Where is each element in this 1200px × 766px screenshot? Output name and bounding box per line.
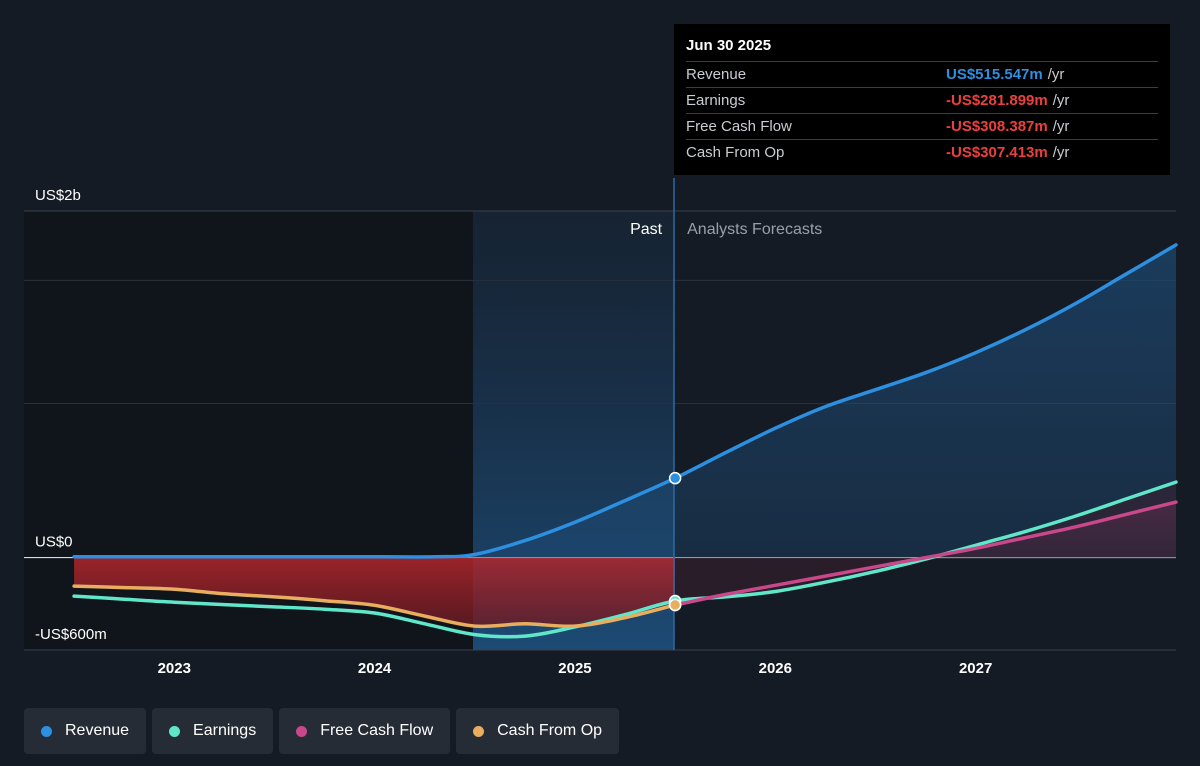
forecast-label: Analysts Forecasts xyxy=(687,221,822,238)
legend-dot-icon xyxy=(473,725,485,737)
legend-item-earnings[interactable]: Earnings xyxy=(152,708,274,754)
tooltip-row-revenue: Revenue US$515.547m /yr xyxy=(686,61,1158,87)
tooltip-value: -US$307.413m xyxy=(946,144,1048,161)
legend: Revenue Earnings Free Cash Flow Cash Fro… xyxy=(24,708,620,754)
tooltip-value: -US$308.387m xyxy=(946,118,1048,135)
revenue-area xyxy=(74,244,1177,558)
tooltip-date: Jun 30 2025 xyxy=(686,37,772,54)
legend-label: Cash From Op xyxy=(497,722,603,739)
legend-item-free-cash-flow[interactable]: Free Cash Flow xyxy=(279,708,451,754)
tooltip-value: US$515.547m xyxy=(946,66,1043,83)
legend-dot-icon xyxy=(41,725,52,737)
tooltip-label: Earnings xyxy=(686,92,746,109)
y-tick-label: US$2b xyxy=(35,187,81,204)
cash-from-op-marker xyxy=(668,598,682,612)
tooltip-row-cash-from-op: Cash From Op -US$307.413m /yr xyxy=(686,139,1158,165)
past-label: Past xyxy=(630,221,663,238)
tooltip-unit: /yr xyxy=(1047,66,1065,83)
tooltip-value: -US$281.899m xyxy=(946,92,1048,109)
tooltip-unit: /yr xyxy=(1052,144,1070,161)
y-tick-label: -US$600m xyxy=(35,626,107,643)
x-tick-label: 2026 xyxy=(759,660,792,677)
y-tick-label: US$0 xyxy=(35,534,73,551)
tooltip-panel: Jun 30 2025 Revenue US$515.547m /yr Earn… xyxy=(674,24,1170,175)
legend-item-cash-from-op[interactable]: Cash From Op xyxy=(456,708,620,754)
cash-from-op-area xyxy=(74,557,676,627)
free-cash-flow-line xyxy=(673,500,1178,607)
x-tick-label: 2023 xyxy=(158,660,191,677)
x-tick-label: 2027 xyxy=(959,660,992,677)
tooltip-label: Free Cash Flow xyxy=(686,118,792,135)
legend-label: Free Cash Flow xyxy=(320,722,434,739)
x-tick-label: 2025 xyxy=(558,660,591,677)
legend-label: Revenue xyxy=(65,722,130,739)
earnings-line xyxy=(72,480,1178,639)
chart-area: US$2b US$0 -US$600m 2023 2024 2025 2026 2027 Pas… xyxy=(24,178,1178,677)
earnings-forecast-area xyxy=(675,482,1176,601)
tooltip-row-free-cash-flow: Free Cash Flow -US$308.387m /yr xyxy=(686,113,1158,139)
tooltip-label: Revenue xyxy=(686,66,747,83)
legend-dot-icon xyxy=(169,725,181,737)
legend-label: Earnings xyxy=(193,722,257,739)
tooltip-unit: /yr xyxy=(1052,92,1070,109)
legend-dot-icon xyxy=(296,725,308,737)
tooltip-label: Cash From Op xyxy=(686,144,785,161)
revenue-marker xyxy=(668,471,682,485)
tooltip-unit: /yr xyxy=(1052,118,1070,135)
x-tick-label: 2024 xyxy=(358,660,392,677)
legend-item-revenue[interactable]: Revenue xyxy=(24,708,147,754)
cash-from-op-line xyxy=(72,584,677,629)
tooltip-row-earnings: Earnings -US$281.899m /yr xyxy=(686,87,1158,113)
